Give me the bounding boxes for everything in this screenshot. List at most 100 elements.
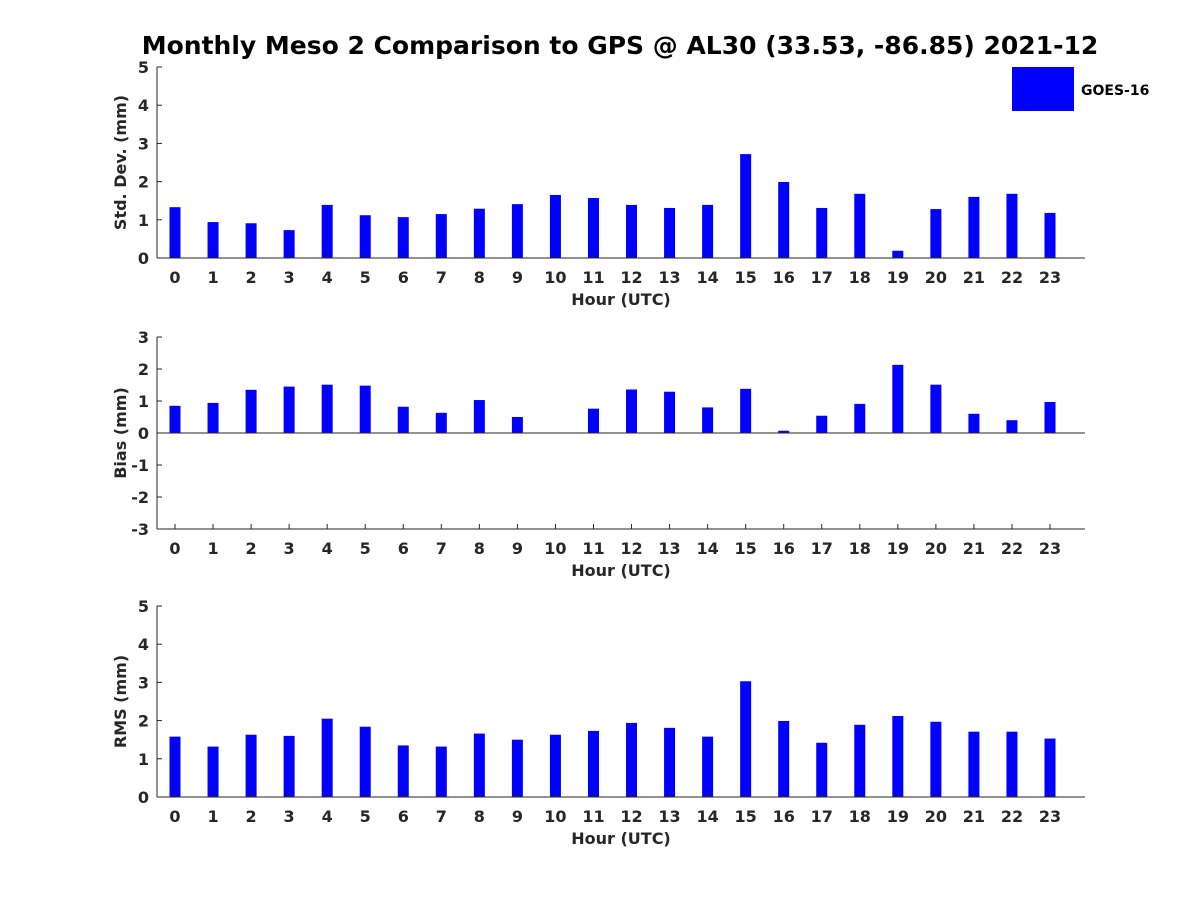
bar-hour-3 <box>283 735 295 797</box>
y-tick-label: -2 <box>131 488 149 507</box>
bar-hour-11 <box>587 730 599 797</box>
x-tick-label: 4 <box>322 539 333 558</box>
bar-hour-2 <box>245 734 257 797</box>
y-tick-label: 2 <box>138 173 149 192</box>
bar-hour-10 <box>549 194 561 258</box>
bar-hour-1 <box>207 746 219 797</box>
y-tick-label: 1 <box>138 750 149 769</box>
x-tick-label: 3 <box>284 539 295 558</box>
y-tick-label: 0 <box>138 249 149 268</box>
x-tick-label: 21 <box>963 539 985 558</box>
bar-hour-20 <box>930 721 942 797</box>
bar-hour-16 <box>778 720 790 797</box>
y-axis-label: Std. Dev. (mm) <box>111 95 130 230</box>
bar-hour-20 <box>930 384 942 433</box>
x-tick-label: 20 <box>925 268 947 287</box>
x-tick-label: 14 <box>696 539 718 558</box>
bar-hour-20 <box>930 209 942 258</box>
chart-title: Monthly Meso 2 Comparison to GPS @ AL30 … <box>142 31 1099 60</box>
x-tick-label: 18 <box>849 268 871 287</box>
x-tick-label: 18 <box>849 539 871 558</box>
x-tick-label: 12 <box>620 268 642 287</box>
bar-hour-3 <box>283 386 295 433</box>
bar-hour-15 <box>740 154 752 258</box>
bar-hour-14 <box>702 407 714 433</box>
bar-hour-4 <box>321 204 333 258</box>
bar-hour-5 <box>359 385 371 433</box>
bar-hour-22 <box>1006 731 1018 797</box>
x-tick-label: 1 <box>207 539 218 558</box>
bar-hour-4 <box>321 718 333 797</box>
x-tick-label: 5 <box>360 807 371 826</box>
bar-hour-11 <box>587 198 599 258</box>
bar-hour-7 <box>435 214 447 258</box>
x-tick-label: 10 <box>544 268 566 287</box>
x-tick-label: 7 <box>436 539 447 558</box>
bar-hour-13 <box>664 391 676 433</box>
y-tick-label: 2 <box>138 360 149 379</box>
x-tick-label: 8 <box>474 539 485 558</box>
y-tick-label: 5 <box>138 58 149 77</box>
x-tick-label: 20 <box>925 807 947 826</box>
x-tick-label: 0 <box>169 539 180 558</box>
y-tick-label: 0 <box>138 424 149 443</box>
x-tick-label: 3 <box>284 807 295 826</box>
bar-hour-18 <box>854 193 866 258</box>
bar-hour-23 <box>1044 212 1056 258</box>
x-tick-label: 13 <box>658 807 680 826</box>
bar-hour-22 <box>1006 420 1018 433</box>
bar-hour-16 <box>778 181 790 258</box>
x-tick-label: 9 <box>512 268 523 287</box>
bar-hour-0 <box>169 207 181 258</box>
x-tick-label: 11 <box>582 807 604 826</box>
y-tick-label: 0 <box>138 788 149 807</box>
bar-hour-22 <box>1006 193 1018 258</box>
x-tick-label: 20 <box>925 539 947 558</box>
x-tick-label: 10 <box>544 539 566 558</box>
legend-swatch-goes-16 <box>1012 67 1074 111</box>
x-tick-label: 0 <box>169 807 180 826</box>
bar-hour-12 <box>626 204 638 258</box>
x-tick-label: 22 <box>1001 539 1023 558</box>
bar-hour-6 <box>397 217 409 258</box>
x-tick-label: 7 <box>436 268 447 287</box>
x-tick-label: 23 <box>1039 807 1061 826</box>
bar-hour-9 <box>511 417 523 433</box>
x-tick-label: 23 <box>1039 268 1061 287</box>
bar-hour-17 <box>816 742 828 797</box>
bar-hour-7 <box>435 746 447 797</box>
x-tick-label: 23 <box>1039 539 1061 558</box>
bar-hour-7 <box>435 412 447 433</box>
x-tick-label: 2 <box>246 268 257 287</box>
bar-hour-0 <box>169 736 181 797</box>
bar-hour-23 <box>1044 401 1056 433</box>
bar-hour-8 <box>473 400 485 433</box>
x-tick-label: 7 <box>436 807 447 826</box>
y-tick-label: 1 <box>138 392 149 411</box>
x-tick-label: 18 <box>849 807 871 826</box>
bar-hour-10 <box>549 734 561 797</box>
bar-hour-14 <box>702 736 714 797</box>
y-tick-label: 4 <box>138 96 149 115</box>
x-tick-label: 10 <box>544 807 566 826</box>
bar-hour-23 <box>1044 738 1056 797</box>
bar-hour-12 <box>626 389 638 433</box>
x-tick-label: 15 <box>735 268 757 287</box>
bar-hour-13 <box>664 727 676 797</box>
bar-hour-1 <box>207 222 219 258</box>
x-tick-label: 2 <box>246 539 257 558</box>
bar-hour-19 <box>892 364 904 433</box>
x-tick-label: 14 <box>696 268 718 287</box>
x-tick-label: 8 <box>474 268 485 287</box>
y-tick-label: -1 <box>131 456 149 475</box>
bar-hour-12 <box>626 722 638 797</box>
x-tick-label: 9 <box>512 539 523 558</box>
y-tick-label: -3 <box>131 520 149 539</box>
x-tick-label: 9 <box>512 807 523 826</box>
x-tick-label: 14 <box>696 807 718 826</box>
x-tick-label: 17 <box>811 539 833 558</box>
bar-hour-6 <box>397 406 409 433</box>
bar-hour-19 <box>892 716 904 797</box>
